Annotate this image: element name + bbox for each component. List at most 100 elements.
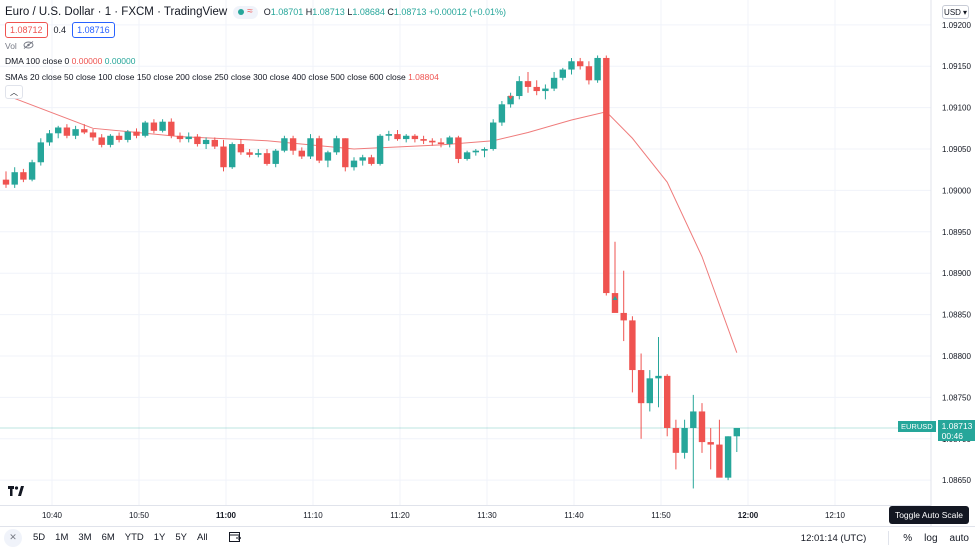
auto-scale-toggle[interactable]: auto xyxy=(949,532,969,544)
candle-body xyxy=(37,142,44,163)
candle-body xyxy=(115,135,123,140)
range-5d[interactable]: 5D xyxy=(33,532,46,543)
sell-price-button[interactable]: 1.08712 xyxy=(5,22,48,38)
candle-body xyxy=(81,129,88,133)
candle-body xyxy=(350,160,358,168)
candle-body xyxy=(368,157,375,164)
range-1m[interactable]: 1M xyxy=(55,532,69,543)
ohlc-values: O1.08701 H1.08713 L1.08684 C1.08713 +0.0… xyxy=(263,7,507,17)
spread-value: 0.4 xyxy=(53,25,67,35)
candle-body xyxy=(490,122,497,150)
chevron-down-icon: ▾ xyxy=(962,7,967,17)
price-axis[interactable]: 1.09200 1.09150 1.09100 1.09050 1.09000 1.089… xyxy=(930,0,975,526)
hidden-eye-icon[interactable] xyxy=(23,41,34,51)
x-tick-label: 11:00 xyxy=(216,511,237,520)
sma-line xyxy=(5,94,738,353)
time-axis[interactable]: 10:40 10:50 11:00 11:10 11:20 11:30 11:40 11:50… xyxy=(0,505,931,521)
toggle-auto-scale-tooltip: Toggle Auto Scale xyxy=(888,506,969,524)
candle-body xyxy=(611,293,619,313)
go-to-date-icon[interactable] xyxy=(228,531,241,545)
x-tick-label: 12:10 xyxy=(825,511,846,520)
bottom-toolbar: ✕ 5D 1M 3M 6M YTD 1Y 5Y All 12:01:14 (UT… xyxy=(0,526,975,548)
candle-body xyxy=(159,121,166,131)
utc-clock[interactable]: 12:01:14 (UTC) xyxy=(800,532,867,544)
close-icon[interactable]: ✕ xyxy=(4,528,22,547)
candle-body xyxy=(124,131,131,140)
price-axis-bg xyxy=(931,0,975,526)
y-tick-label: 1.08750 xyxy=(942,393,971,402)
market-status-pill[interactable]: ≈ xyxy=(233,5,258,19)
range-ytd[interactable]: YTD xyxy=(124,532,144,543)
x-tick-label: 11:40 xyxy=(564,511,584,520)
x-tick-label: 11:30 xyxy=(477,511,497,520)
x-tick-label: 11:50 xyxy=(651,511,671,520)
candle-body xyxy=(298,150,305,157)
market-open-icon xyxy=(238,9,245,15)
range-1y[interactable]: 1Y xyxy=(153,532,166,543)
candle-body xyxy=(516,81,523,97)
candle-body xyxy=(533,86,540,92)
y-tick-label: 1.09000 xyxy=(942,186,971,195)
y-tick-label: 1.08950 xyxy=(942,228,971,237)
candle-body xyxy=(46,133,53,143)
candle-body xyxy=(690,411,697,429)
candle-body xyxy=(429,140,436,143)
x-tick-label: 11:10 xyxy=(303,511,323,520)
candle-body xyxy=(629,320,636,371)
y-tick-label: 1.08650 xyxy=(942,476,971,485)
range-3m[interactable]: 3M xyxy=(78,532,92,543)
candle-body xyxy=(655,375,662,379)
candle-body xyxy=(594,57,601,81)
candle-body xyxy=(542,88,549,92)
candle-body xyxy=(577,61,584,67)
candle-body xyxy=(646,378,653,404)
candle-body xyxy=(420,139,427,141)
candle-body xyxy=(316,138,323,161)
candle-body xyxy=(585,66,593,81)
candle-body xyxy=(437,142,445,145)
candle-body xyxy=(324,152,332,161)
candle-body xyxy=(637,370,645,404)
range-all[interactable]: All xyxy=(197,532,208,543)
price-tag-box: 1.08713 00:46 xyxy=(937,420,975,441)
candle-body xyxy=(403,135,410,140)
candle-body xyxy=(28,162,36,180)
candle-body xyxy=(333,138,340,153)
candle-body xyxy=(376,135,384,164)
tradingview-logo-icon[interactable] xyxy=(8,486,24,499)
smas-indicator[interactable]: SMAs 20 close 50 close 100 close 150 clo… xyxy=(5,72,439,82)
sell-signal-marker xyxy=(508,95,514,100)
candle-body xyxy=(98,137,105,145)
candle-body xyxy=(133,131,140,136)
range-5y[interactable]: 5Y xyxy=(175,532,188,543)
y-tick-label: 1.09150 xyxy=(942,62,971,71)
candle-body xyxy=(211,139,218,147)
date-range-selector: 5D 1M 3M 6M YTD 1Y 5Y All xyxy=(28,532,213,543)
volume-indicator[interactable]: Vol xyxy=(5,41,34,51)
dma-indicator[interactable]: DMA 100 close 0 0.00000 0.00000 xyxy=(5,56,136,66)
percent-scale-toggle[interactable]: % xyxy=(903,532,913,544)
candle-body xyxy=(281,138,288,151)
buy-price-button[interactable]: 1.08716 xyxy=(72,22,115,38)
candle-body xyxy=(716,444,723,478)
candle-body xyxy=(481,149,488,151)
candle-body xyxy=(89,132,97,138)
range-6m[interactable]: 6M xyxy=(101,532,115,543)
log-scale-toggle[interactable]: log xyxy=(924,532,938,544)
chevron-up-icon: ︿ xyxy=(10,87,18,97)
symbol-legend: Euro / U.S. Dollar · 1 · FXCM · TradingV… xyxy=(5,5,506,38)
candle-body xyxy=(55,127,62,134)
candle-body xyxy=(672,428,680,453)
candle-body xyxy=(707,442,714,445)
collapse-legend-button[interactable]: ︿ xyxy=(5,85,23,99)
y-tick-label: 1.08800 xyxy=(942,352,971,361)
candle-body xyxy=(237,144,245,153)
candle-body xyxy=(142,122,149,136)
buy-signal-marker xyxy=(612,296,618,301)
change-value: +0.00012 (+0.01%) xyxy=(428,7,507,17)
symbol-title[interactable]: Euro / U.S. Dollar · 1 · FXCM · TradingV… xyxy=(5,6,228,18)
candle-body xyxy=(724,436,732,478)
chart-markers xyxy=(508,95,618,301)
currency-select[interactable]: USD ▾ xyxy=(942,5,969,19)
